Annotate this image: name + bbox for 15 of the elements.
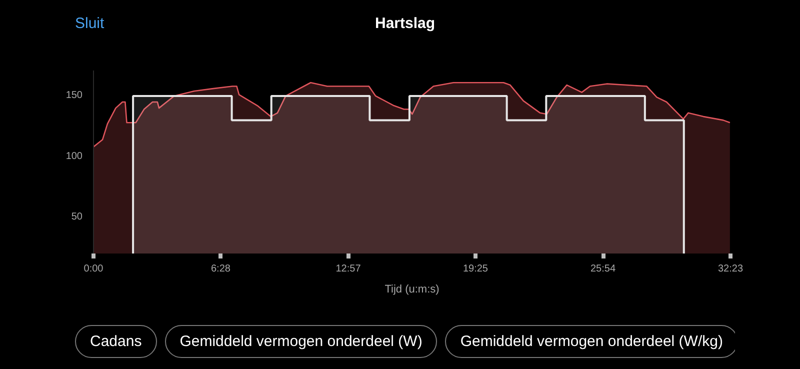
x-axis-title: Tijd (u:m:s) [384, 284, 440, 296]
x-tick-label: 25:54 [590, 264, 616, 274]
x-tick-label: 6:28 [210, 264, 231, 274]
text: Gemiddeld vermogen onderdeel (W) [164, 325, 438, 358]
text: Gemiddeld vermogen onderdeel (W/kg) [445, 325, 738, 358]
chart-title: Hartslag [374, 15, 436, 32]
x-tick-label: 19:25 [462, 264, 488, 274]
text: Cadans [75, 325, 157, 358]
x-tick-label: 12:57 [336, 264, 362, 274]
y-tick-label: 150 [66, 90, 83, 102]
x-tick-label: 0:00 [84, 264, 104, 274]
y-tick-label: 100 [66, 150, 83, 162]
y-tick-label: 50 [71, 211, 83, 222]
text: Sluit [75, 15, 104, 32]
x-tick-label: 32:23 [718, 264, 744, 274]
